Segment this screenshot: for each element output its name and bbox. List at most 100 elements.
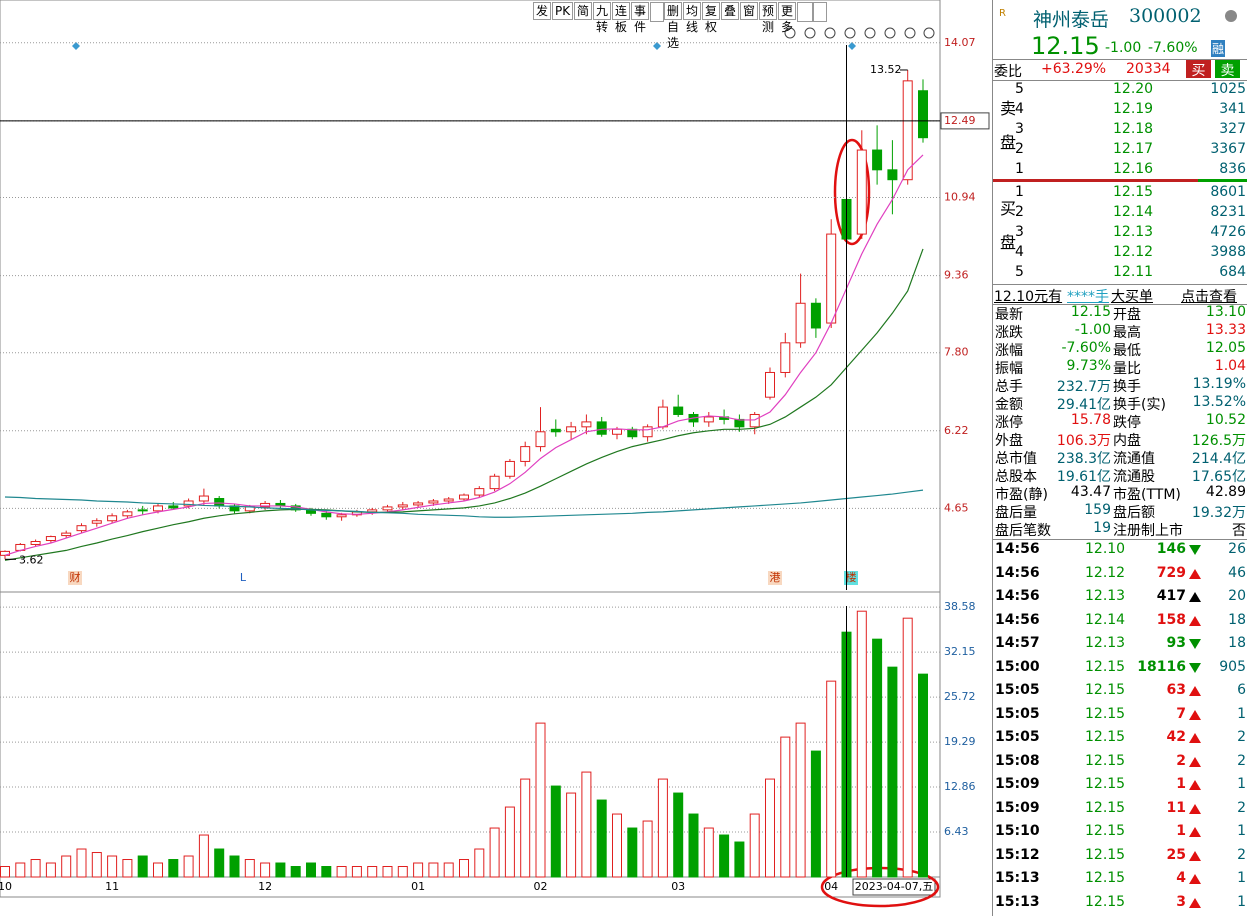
- toolbar-button[interactable]: 叠: [721, 2, 740, 20]
- collapse-button[interactable]: [797, 2, 813, 22]
- ratio-label: 委比: [994, 64, 1022, 80]
- stat-value: 159: [1084, 502, 1111, 518]
- buy-button[interactable]: 买: [1186, 60, 1211, 79]
- tick-volume: 3: [1176, 893, 1186, 910]
- tool-icon[interactable]: [904, 27, 916, 39]
- menu-arrow[interactable]: [813, 2, 827, 22]
- toolbar-button[interactable]: 发: [533, 2, 552, 20]
- tick-volume: 25: [1166, 846, 1186, 863]
- event-label[interactable]: 港: [770, 571, 781, 584]
- ma-line: [4, 154, 924, 556]
- stat-label: 换手: [1113, 379, 1141, 395]
- stat-value: 10.52: [1205, 412, 1246, 428]
- toolbar-button[interactable]: PK: [552, 2, 574, 20]
- tool-icon[interactable]: [884, 27, 896, 39]
- stat-label: 总手: [995, 379, 1023, 395]
- candle-body: [91, 520, 102, 524]
- stat-label: 最低: [1113, 343, 1141, 359]
- volume-bar: [137, 855, 148, 878]
- toolbar-button[interactable]: 连板: [612, 2, 631, 34]
- tool-icon[interactable]: [864, 27, 876, 39]
- event-label[interactable]: 财: [70, 570, 81, 584]
- bid-volume: 4726: [1210, 224, 1246, 240]
- candle-body: [765, 371, 775, 398]
- toolbar-button[interactable]: 更多: [778, 2, 797, 34]
- vol-tick-label: 19.29: [944, 735, 976, 748]
- tool-icon[interactable]: [784, 27, 796, 39]
- candle-body: [780, 342, 791, 373]
- tool-icon[interactable]: [804, 27, 816, 39]
- volume-bar: [550, 785, 561, 878]
- stat-value: 13.33: [1205, 322, 1246, 338]
- tick-time: 15:12: [995, 846, 1040, 863]
- volume-bar: [45, 862, 56, 878]
- settings-icon[interactable]: [1225, 10, 1237, 22]
- tick-arrow: [1189, 686, 1201, 696]
- toolbar-button[interactable]: 事件: [631, 2, 650, 34]
- candle-body: [413, 502, 424, 506]
- tick-volume: 158: [1156, 611, 1186, 628]
- y-tick-label: 9.36: [944, 269, 969, 282]
- stat-label: 内盘: [1113, 433, 1141, 449]
- volume-bar: [229, 855, 240, 878]
- candle-body: [887, 169, 898, 181]
- volume-bar: [321, 866, 332, 878]
- event-label[interactable]: 楼: [846, 570, 857, 584]
- vol-tick-label: 12.86: [944, 780, 976, 793]
- tick-volume: 729: [1156, 564, 1186, 581]
- volume-bar: [428, 862, 439, 878]
- volume-bar: [780, 736, 791, 878]
- tick-time: 15:10: [995, 823, 1040, 839]
- stat-label: 盘后笔数: [995, 523, 1051, 539]
- tick-price: 12.15: [1085, 870, 1126, 886]
- divider: [993, 284, 1247, 285]
- event-bg: [844, 571, 858, 585]
- toolbar-button[interactable]: 复权: [702, 2, 721, 34]
- candle-body: [214, 498, 225, 507]
- volume-bar: [30, 859, 41, 878]
- tool-icon[interactable]: [824, 27, 836, 39]
- book-split: [1198, 179, 1247, 182]
- divider: [993, 539, 1247, 540]
- dropdown-arrow[interactable]: [650, 2, 664, 22]
- stat-label: 量比: [1113, 361, 1141, 377]
- candle-body: [122, 511, 133, 517]
- stat-value: 19.61亿: [1056, 469, 1111, 485]
- toolbar-button[interactable]: 均线: [683, 2, 702, 34]
- stat-value: 106.3万: [1056, 433, 1111, 449]
- tick-time: 15:05: [995, 682, 1040, 698]
- tick-arrow: [1189, 662, 1201, 673]
- volume-bar: [734, 841, 745, 878]
- tool-icon[interactable]: [844, 27, 856, 39]
- divider: [993, 59, 1247, 60]
- banner-text[interactable]: 点击查看: [1181, 289, 1237, 305]
- toolbar-button[interactable]: 窗: [740, 2, 759, 20]
- stat-label: 注册制上市: [1113, 523, 1183, 539]
- stock-code: 300002: [1129, 5, 1202, 27]
- tick-volume: 93: [1166, 635, 1186, 651]
- candle-body: [61, 532, 72, 537]
- volume-bar: [198, 834, 209, 878]
- bid-price: 12.11: [1113, 264, 1154, 280]
- candle-body: [581, 421, 592, 428]
- toolbar-button[interactable]: 九转: [593, 2, 612, 34]
- chart-tools[interactable]: [784, 27, 935, 39]
- tick-time: 15:13: [995, 893, 1040, 910]
- volume-bar: [183, 855, 194, 878]
- candle-body: [30, 541, 41, 545]
- y-tick-label: 4.65: [944, 501, 969, 514]
- event-label[interactable]: L: [240, 571, 247, 584]
- quote-panel: R 神州泰岳 300002 12.15 -1.00 -7.60% 融委比 +63.29% 203…: [992, 0, 1247, 916]
- toolbar-button[interactable]: 删自选: [664, 2, 683, 50]
- volume-bar: [0, 866, 10, 878]
- tick-time: 14:57: [995, 635, 1040, 651]
- tick-count: 905: [1219, 658, 1246, 675]
- tick-volume: 417: [1156, 588, 1186, 604]
- toolbar-button[interactable]: 简: [574, 2, 593, 20]
- sell-button[interactable]: 卖: [1215, 60, 1240, 79]
- tool-icon[interactable]: [923, 27, 935, 39]
- volume-bar: [260, 862, 271, 878]
- volume-bar: [459, 859, 469, 878]
- toolbar-button[interactable]: 预测: [759, 2, 778, 34]
- tick-time: 15:08: [995, 752, 1040, 769]
